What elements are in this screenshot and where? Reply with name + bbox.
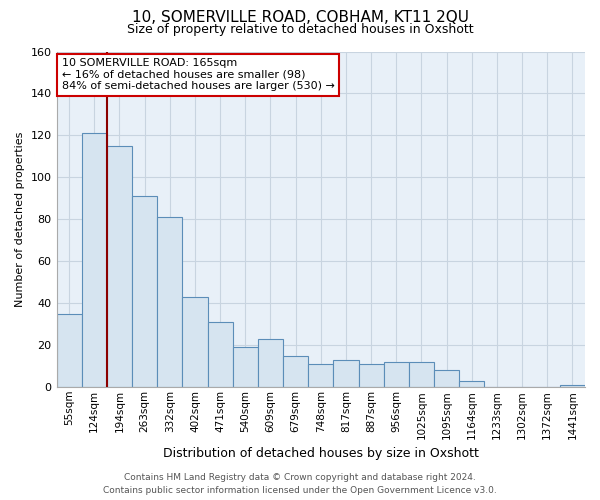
Text: Contains HM Land Registry data © Crown copyright and database right 2024.
Contai: Contains HM Land Registry data © Crown c… bbox=[103, 473, 497, 495]
Bar bbox=[308, 364, 334, 387]
Bar bbox=[409, 362, 434, 387]
Bar bbox=[157, 217, 182, 387]
Bar bbox=[258, 339, 283, 387]
Bar bbox=[107, 146, 132, 387]
X-axis label: Distribution of detached houses by size in Oxshott: Distribution of detached houses by size … bbox=[163, 447, 479, 460]
Bar bbox=[560, 385, 585, 387]
Text: 10, SOMERVILLE ROAD, COBHAM, KT11 2QU: 10, SOMERVILLE ROAD, COBHAM, KT11 2QU bbox=[131, 10, 469, 25]
Bar bbox=[283, 356, 308, 387]
Bar bbox=[56, 314, 82, 387]
Bar bbox=[359, 364, 383, 387]
Y-axis label: Number of detached properties: Number of detached properties bbox=[15, 132, 25, 307]
Bar bbox=[208, 322, 233, 387]
Bar bbox=[383, 362, 409, 387]
Bar bbox=[182, 297, 208, 387]
Text: 10 SOMERVILLE ROAD: 165sqm
← 16% of detached houses are smaller (98)
84% of semi: 10 SOMERVILLE ROAD: 165sqm ← 16% of deta… bbox=[62, 58, 335, 92]
Bar bbox=[434, 370, 459, 387]
Text: Size of property relative to detached houses in Oxshott: Size of property relative to detached ho… bbox=[127, 22, 473, 36]
Bar bbox=[82, 134, 107, 387]
Bar bbox=[132, 196, 157, 387]
Bar bbox=[334, 360, 359, 387]
Bar bbox=[459, 381, 484, 387]
Bar bbox=[233, 348, 258, 387]
